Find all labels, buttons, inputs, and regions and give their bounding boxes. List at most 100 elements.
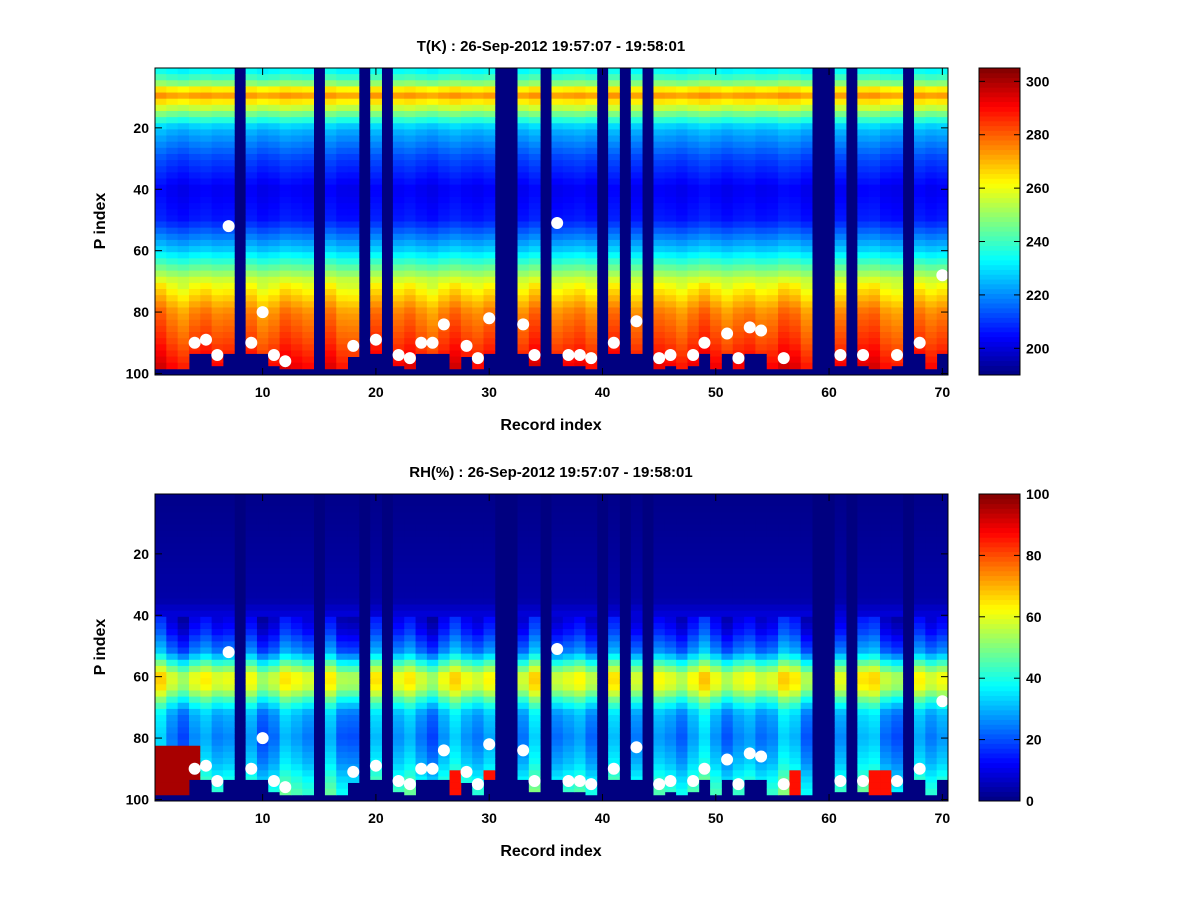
heatmap-cell xyxy=(698,68,711,75)
heatmap-cell xyxy=(222,629,235,636)
heatmap-cell xyxy=(222,147,235,155)
heatmap-cell xyxy=(290,622,303,630)
colorbar-swatch xyxy=(979,336,1020,342)
heatmap-cell xyxy=(279,325,292,333)
heatmap-cell xyxy=(698,543,711,550)
surface-marker xyxy=(857,349,870,362)
heatmap-cell xyxy=(290,307,303,314)
heatmap-cell xyxy=(336,727,348,734)
heatmap-cell xyxy=(789,190,802,198)
heatmap-cell xyxy=(472,135,484,143)
heatmap-cell xyxy=(245,92,258,100)
heatmap-cell xyxy=(370,344,382,351)
heatmap-cell xyxy=(324,622,337,630)
heatmap-cell xyxy=(460,745,473,753)
heatmap-cell xyxy=(166,110,179,118)
heatmap-cell xyxy=(698,659,711,667)
heatmap-cell xyxy=(324,68,337,75)
heatmap-cell xyxy=(608,494,620,501)
heatmap-cell xyxy=(483,555,496,562)
heatmap-cell xyxy=(426,233,439,241)
heatmap-cell xyxy=(551,270,564,278)
heatmap-cell xyxy=(302,332,314,339)
heatmap-cell xyxy=(245,166,258,173)
heatmap-cell xyxy=(290,270,303,278)
heatmap-cell xyxy=(880,110,892,118)
heatmap-cell xyxy=(460,282,473,290)
heatmap-cell xyxy=(778,196,790,204)
heatmap-cell xyxy=(721,549,734,556)
heatmap-cell xyxy=(245,160,258,167)
heatmap-cell xyxy=(710,166,722,173)
heatmap-cell xyxy=(302,196,314,204)
heatmap-cell xyxy=(200,610,213,618)
heatmap-cell xyxy=(664,696,677,704)
heatmap-cell xyxy=(438,653,450,661)
heatmap-cell xyxy=(392,74,405,81)
heatmap-cell xyxy=(279,696,292,704)
heatmap-cell xyxy=(551,344,564,351)
heatmap-cell xyxy=(290,751,303,759)
heatmap-cell xyxy=(698,524,711,532)
heatmap-cell xyxy=(528,665,541,673)
heatmap-cell xyxy=(936,92,949,100)
heatmap-cell xyxy=(472,647,484,655)
heatmap-cell xyxy=(336,616,348,624)
heatmap-cell xyxy=(256,135,269,143)
heatmap-cell xyxy=(664,319,677,327)
heatmap-cell xyxy=(302,129,314,136)
heatmap-cell xyxy=(336,561,348,569)
heatmap-cell xyxy=(766,123,779,130)
heatmap-cell xyxy=(404,338,416,345)
heatmap-cell xyxy=(585,665,598,673)
heatmap-cell xyxy=(766,178,779,186)
heatmap-cell xyxy=(483,123,496,130)
heatmap-cell xyxy=(268,592,281,599)
heatmap-cell xyxy=(324,751,337,759)
heatmap-cell xyxy=(347,616,360,624)
heatmap-cell xyxy=(551,653,564,661)
heatmap-cell xyxy=(528,573,541,581)
heatmap-cell xyxy=(472,264,484,272)
heatmap-cell xyxy=(608,659,620,667)
heatmap-cell xyxy=(177,494,190,501)
heatmap-cell xyxy=(880,160,892,167)
heatmap-cell xyxy=(460,92,473,100)
heatmap-cell xyxy=(256,153,269,161)
heatmap-cell xyxy=(302,190,314,198)
heatmap-cell xyxy=(404,325,416,333)
heatmap-cell xyxy=(177,215,190,222)
heatmap-cell xyxy=(732,338,745,345)
heatmap-cell xyxy=(302,604,314,612)
heatmap-cell xyxy=(585,203,598,210)
heatmap-cell xyxy=(426,239,439,247)
heatmap-cell xyxy=(664,123,677,130)
heatmap-cell xyxy=(608,672,620,679)
heatmap-cell xyxy=(551,708,564,716)
heatmap-cell xyxy=(392,518,405,526)
heatmap-cell xyxy=(664,135,677,143)
heatmap-cell xyxy=(528,788,541,793)
heatmap-cell xyxy=(517,739,530,747)
heatmap-cell xyxy=(472,530,484,538)
colorbar-swatch xyxy=(979,216,1020,222)
heatmap-cell xyxy=(800,178,813,186)
heatmap-cell xyxy=(370,203,382,210)
heatmap-cell xyxy=(630,543,643,550)
heatmap-cell xyxy=(732,147,745,155)
heatmap-cell xyxy=(517,579,530,587)
record-column xyxy=(528,494,541,793)
heatmap-cell xyxy=(279,227,292,235)
heatmap-cell xyxy=(268,604,281,612)
heatmap-cell xyxy=(268,733,281,740)
heatmap-cell xyxy=(211,659,224,667)
heatmap-cell xyxy=(324,332,337,339)
record-column xyxy=(517,68,530,354)
heatmap-cell xyxy=(324,172,337,179)
heatmap-cell xyxy=(324,579,337,587)
heatmap-cell xyxy=(324,80,337,87)
heatmap-cell xyxy=(653,592,666,599)
heatmap-cell xyxy=(472,153,484,161)
heatmap-cell xyxy=(834,239,847,247)
heatmap-cell xyxy=(155,117,167,124)
